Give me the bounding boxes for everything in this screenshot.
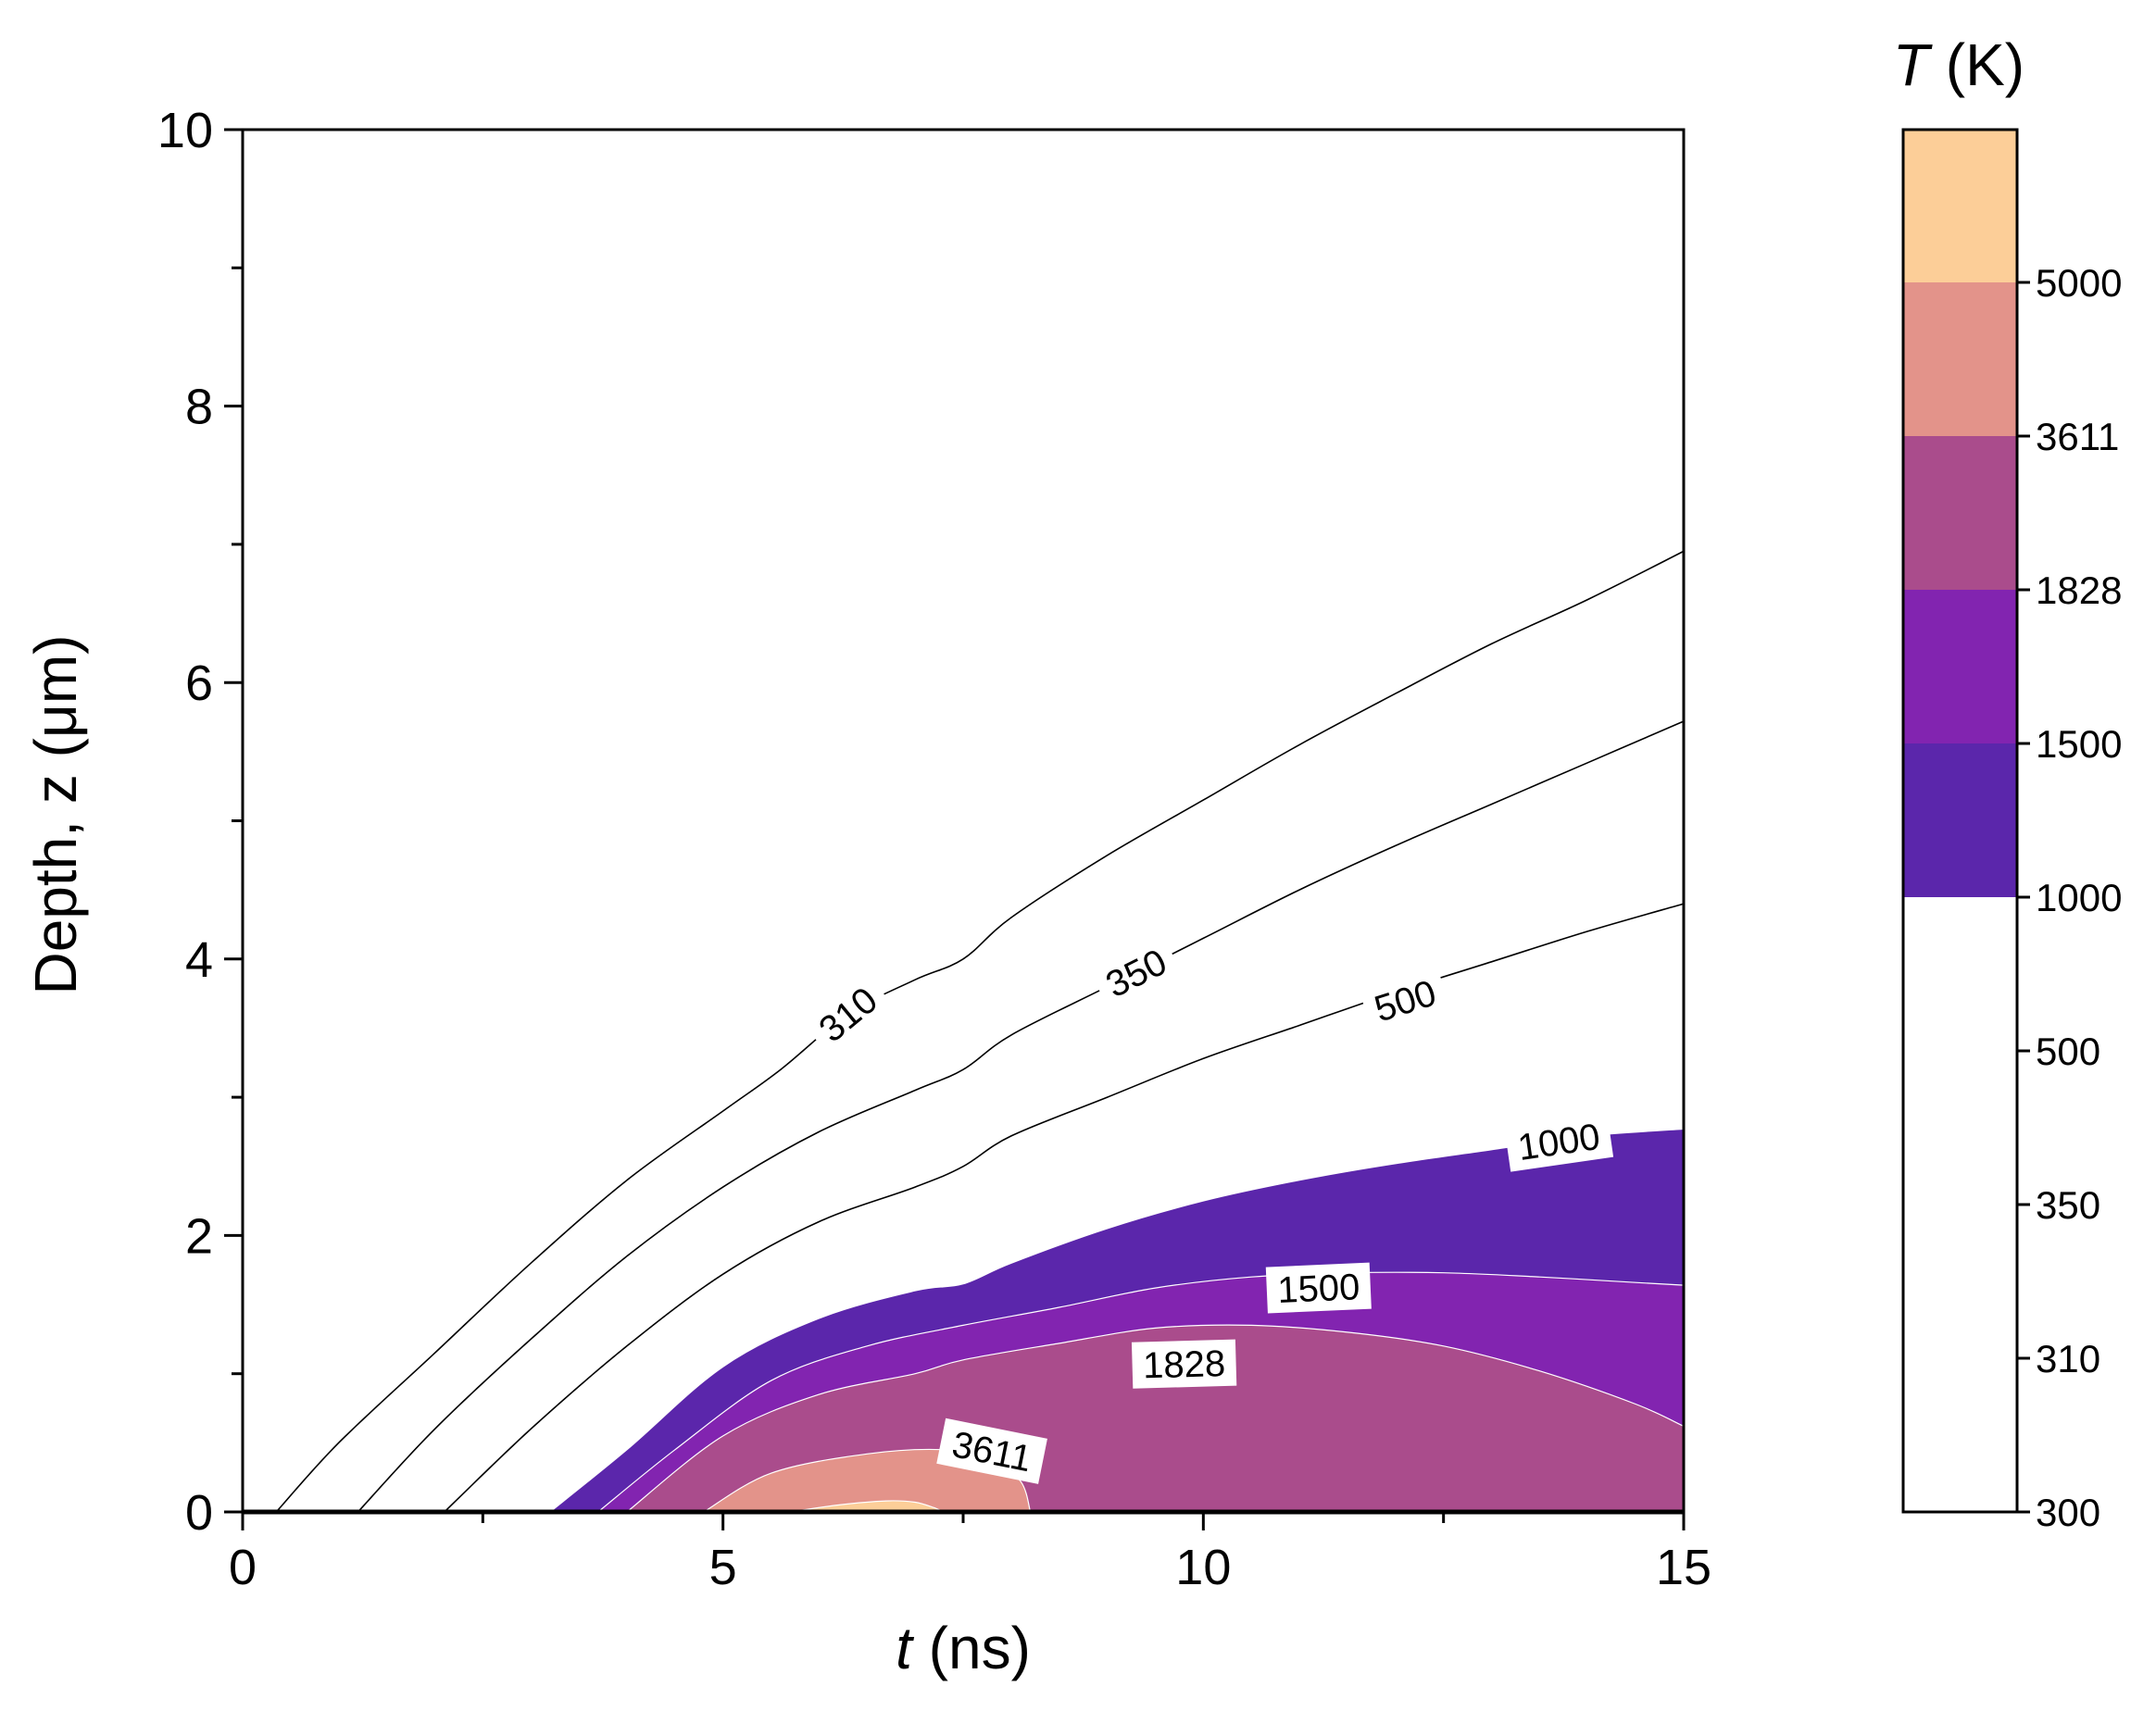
colorbar-bands: 300 310 350 500 1000 1500 1828 3611 5000 [1901, 128, 2122, 1534]
colorbar-tick-label: 300 [2036, 1491, 2100, 1534]
region-label-bg-1000 [1504, 1111, 1614, 1172]
x-tick-label: 10 [1175, 1540, 1231, 1595]
region-label-group-1000: 1000 [1504, 1111, 1614, 1172]
isoline-label-group-310: 310 [801, 970, 895, 1058]
isoline-label-group-350: 350 [1089, 933, 1184, 1012]
y-tick-label: 4 [185, 932, 213, 988]
colorbar-band-3611 [1903, 282, 2017, 436]
contour-labels: 310 350 500 1000 1500 1828 3611 [801, 933, 1614, 1484]
isoline-500 [444, 903, 1685, 1513]
region-label-1828: 1828 [1143, 1343, 1226, 1386]
isoline-label-bg-500 [1359, 966, 1451, 1035]
region-label-group-1500: 1500 [1265, 1262, 1372, 1314]
isoline-label-group-500: 500 [1359, 966, 1451, 1035]
isoline-label-500: 500 [1370, 972, 1441, 1030]
isolines [275, 550, 1685, 1513]
axis-ticks: 0 5 10 15 0 2 4 6 8 10 [157, 103, 1711, 1595]
colorbar-tick-label: 1828 [2036, 568, 2122, 612]
colorbar-band-1828 [1903, 436, 2017, 590]
region-label-bg-1828 [1131, 1339, 1237, 1389]
y-tick-label: 10 [157, 103, 213, 158]
colorbar-band-5000 [1903, 130, 2017, 282]
filled-regions [548, 1128, 1685, 1513]
x-tick-label: 0 [229, 1540, 257, 1595]
contour-region-5000 [790, 1500, 945, 1513]
colorbar-title-unit: (K) [1929, 31, 2024, 98]
region-label-1500: 1500 [1276, 1267, 1360, 1311]
isoline-310 [275, 550, 1685, 1513]
colorbar-tick-label: 1500 [2036, 722, 2122, 766]
colorbar-title: T (K) [1893, 31, 2024, 98]
colorbar-title-var: T [1893, 31, 1933, 98]
colorbar-tick-label: 500 [2036, 1030, 2100, 1073]
colorbar-tick-label: 5000 [2036, 261, 2122, 305]
isoline-350 [357, 720, 1685, 1513]
colorbar-tick-label: 1000 [2036, 876, 2122, 919]
region-label-group-3611: 3611 [936, 1418, 1047, 1484]
x-axis-title: t (ns) [896, 1615, 1031, 1681]
y-tick-label: 2 [185, 1208, 213, 1264]
colorbar-tick-label: 3611 [2036, 415, 2119, 458]
y-tick-label: 6 [185, 656, 213, 711]
colorbar-tick-label: 350 [2036, 1183, 2100, 1227]
x-tick-label: 5 [709, 1540, 737, 1595]
y-tick-label: 0 [185, 1485, 213, 1541]
isoline-label-bg-310 [801, 970, 895, 1058]
colorbar-border [1901, 128, 2019, 1514]
region-label-group-1828: 1828 [1131, 1339, 1237, 1389]
colorbar-tick-label: 310 [2036, 1337, 2100, 1380]
colorbar-band-1500 [1903, 590, 2017, 743]
colorbar-band-1000 [1903, 743, 2017, 897]
isoline-label-bg-350 [1089, 933, 1184, 1012]
x-axis-var: t [896, 1615, 914, 1681]
region-label-bg-1500 [1265, 1262, 1372, 1314]
y-axis-title: Depth, z (μm) [22, 635, 89, 995]
y-tick-label: 8 [185, 380, 213, 435]
region-label-bg-3611 [936, 1418, 1047, 1484]
x-tick-label: 15 [1656, 1540, 1711, 1595]
x-axis-unit: (ns) [912, 1615, 1031, 1681]
